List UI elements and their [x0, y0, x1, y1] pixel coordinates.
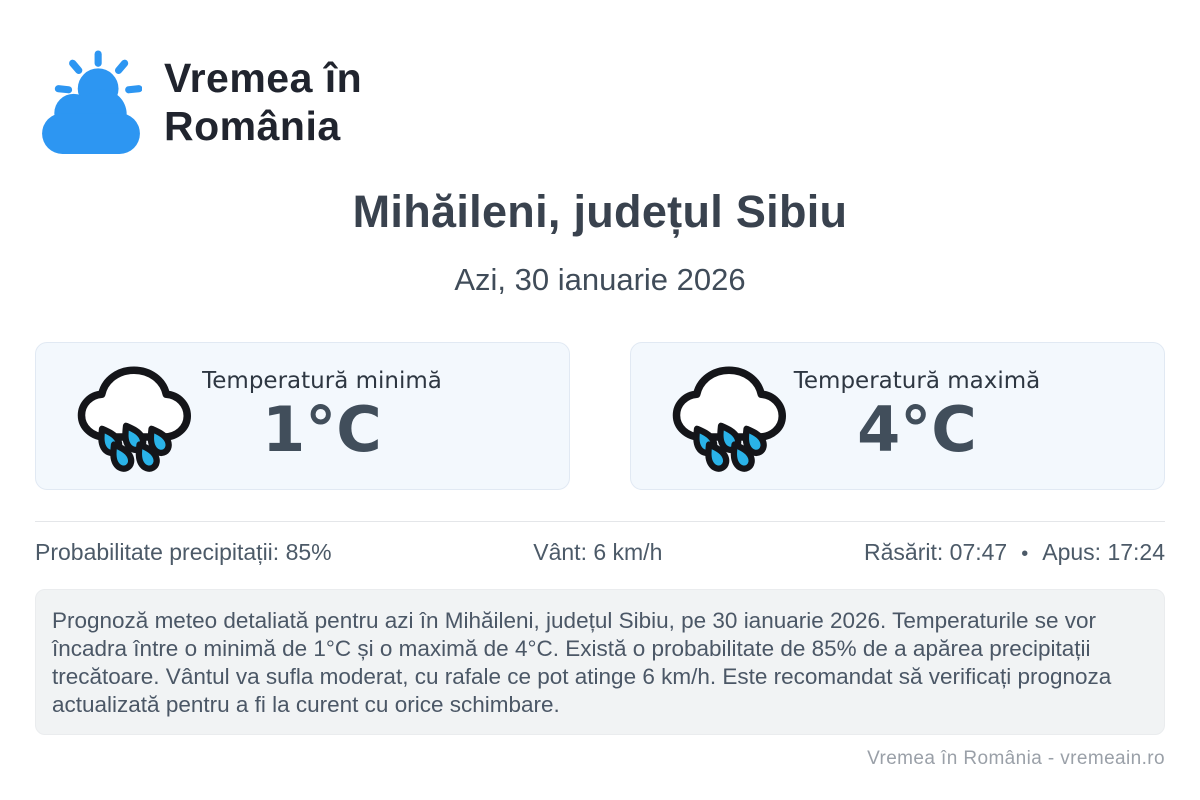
stats-divider: [35, 521, 1165, 522]
max-temperature-card: Temperatură maximă 4°C: [630, 342, 1165, 490]
precipitation-stat: Probabilitate precipitații: 85%: [35, 539, 332, 565]
stats-row: Probabilitate precipitații: 85% Vânt: 6 …: [35, 539, 1165, 566]
min-temperature-card: Temperatură minimă 1°C: [35, 342, 570, 490]
max-temperature-label: Temperatură maximă: [793, 367, 1041, 394]
min-temperature-text: Temperatură minimă 1°C: [194, 368, 450, 464]
main-content: Vremea în România Mihăileni, județul Sib…: [35, 0, 1165, 770]
temperature-cards: Temperatură minimă 1°C Temper: [35, 342, 1165, 490]
forecast-description: Prognoză meteo detaliată pentru azi în M…: [35, 589, 1165, 735]
min-temperature-label: Temperatură minimă: [202, 367, 442, 394]
page-title: Mihăileni, județul Sibiu: [352, 186, 848, 237]
page-date: Azi, 30 ianuarie 2026: [454, 262, 746, 297]
site-logo-wordmark: Vremea în România: [164, 55, 362, 151]
max-temperature-text: Temperatură maximă 4°C: [789, 368, 1045, 464]
min-temperature-value: 1°C: [262, 392, 382, 466]
logo-line-1: Vremea în: [164, 55, 363, 102]
sun-times: Răsărit: 07:47 • Apus: 17:24: [864, 539, 1165, 566]
bullet-separator: •: [1021, 543, 1029, 565]
site-logo[interactable]: Vremea în România: [40, 0, 1165, 156]
max-temperature-value: 4°C: [857, 392, 977, 466]
sunrise-stat: Răsărit: 07:47: [864, 539, 1008, 565]
sunset-stat: Apus: 17:24: [1042, 539, 1165, 565]
rain-cloud-icon: [74, 360, 194, 472]
rain-cloud-icon: [669, 360, 789, 472]
logo-line-2: România: [164, 103, 341, 149]
wind-stat: Vânt: 6 km/h: [533, 539, 663, 565]
sun-cloud-logo-icon: [40, 50, 142, 156]
footer-credit: Vremea în România - vremeain.ro: [867, 748, 1165, 769]
